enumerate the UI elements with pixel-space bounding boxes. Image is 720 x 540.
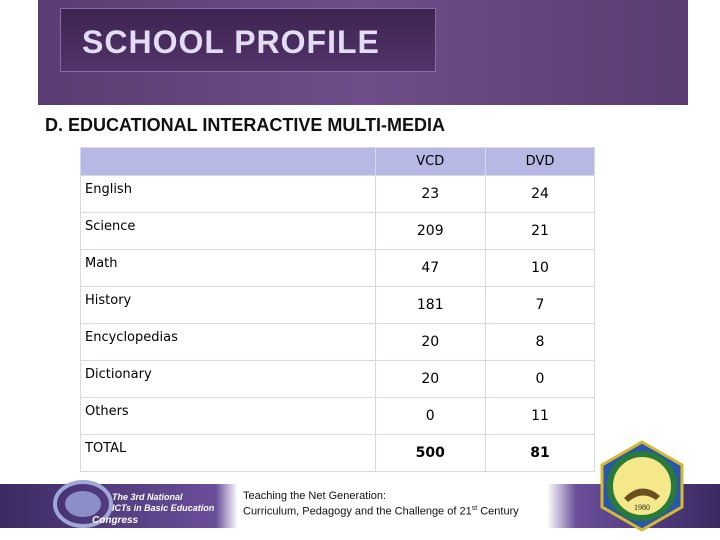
logo-text: Congress <box>92 515 139 526</box>
logo-text: The 3rd National <box>112 492 183 502</box>
row-label: English <box>80 175 376 213</box>
logo-left-icon <box>53 480 113 528</box>
table-row: History 181 7 <box>80 286 595 324</box>
cell-value: 7 <box>485 286 595 324</box>
row-label: Math <box>80 249 376 287</box>
cell-value: 11 <box>485 397 595 435</box>
footer-text: Teaching the Net Generation: <box>243 490 387 502</box>
cell-value: 23 <box>374 175 487 213</box>
row-label: TOTAL <box>80 434 376 472</box>
cell-value: 20 <box>374 323 487 361</box>
row-label: Encyclopedias <box>80 323 376 361</box>
footer-band <box>0 484 720 528</box>
header-cell <box>80 147 376 176</box>
logo-year: 1980 <box>634 503 650 512</box>
cell-value: 21 <box>485 212 595 250</box>
table-row: Science 209 21 <box>80 212 595 250</box>
cell-value: 500 <box>374 434 487 472</box>
row-label: History <box>80 286 376 324</box>
footer-text: Century <box>477 505 519 518</box>
table-row: Math 47 10 <box>80 249 595 287</box>
table-row: Dictionary 20 0 <box>80 360 595 398</box>
cell-value: 81 <box>485 434 595 472</box>
cell-value: 8 <box>485 323 595 361</box>
cell-value: 24 <box>485 175 595 213</box>
title-box <box>60 8 436 72</box>
cell-value: 10 <box>485 249 595 287</box>
section-title: D. EDUCATIONAL INTERACTIVE MULTI-MEDIA <box>45 115 445 135</box>
cell-value: 20 <box>374 360 487 398</box>
table-row: Encyclopedias 20 8 <box>80 323 595 361</box>
footer-text: Curriculum, Pedagogy and the Challenge o… <box>243 505 472 518</box>
cell-value: 0 <box>374 397 487 435</box>
header-cell: DVD <box>485 147 595 176</box>
table-row: English 23 24 <box>80 175 595 213</box>
footer-sup: st <box>471 505 478 512</box>
cell-value: 47 <box>374 249 487 287</box>
row-label: Others <box>80 397 376 435</box>
row-label: Dictionary <box>80 360 376 398</box>
cell-value: 209 <box>374 212 487 250</box>
title: SCHOOL PROFILE <box>82 24 380 60</box>
table-row: Others 0 11 <box>80 397 595 435</box>
logo-right: 1980 <box>600 440 684 532</box>
header-cell: VCD <box>374 147 487 176</box>
media-table: VCD DVD English 23 24 Science 209 21 Math 47 10 Hi… <box>80 147 595 472</box>
cell-value: 181 <box>374 286 487 324</box>
header-row: VCD DVD <box>80 147 595 176</box>
logo-text: ICTs in Basic Education <box>112 503 215 513</box>
row-label: Science <box>80 212 376 250</box>
table-row: TOTAL 500 81 <box>80 434 595 472</box>
cell-value: 0 <box>485 360 595 398</box>
footer-text: Curriculum, Pedagogy and the Challenge o… <box>243 505 519 518</box>
